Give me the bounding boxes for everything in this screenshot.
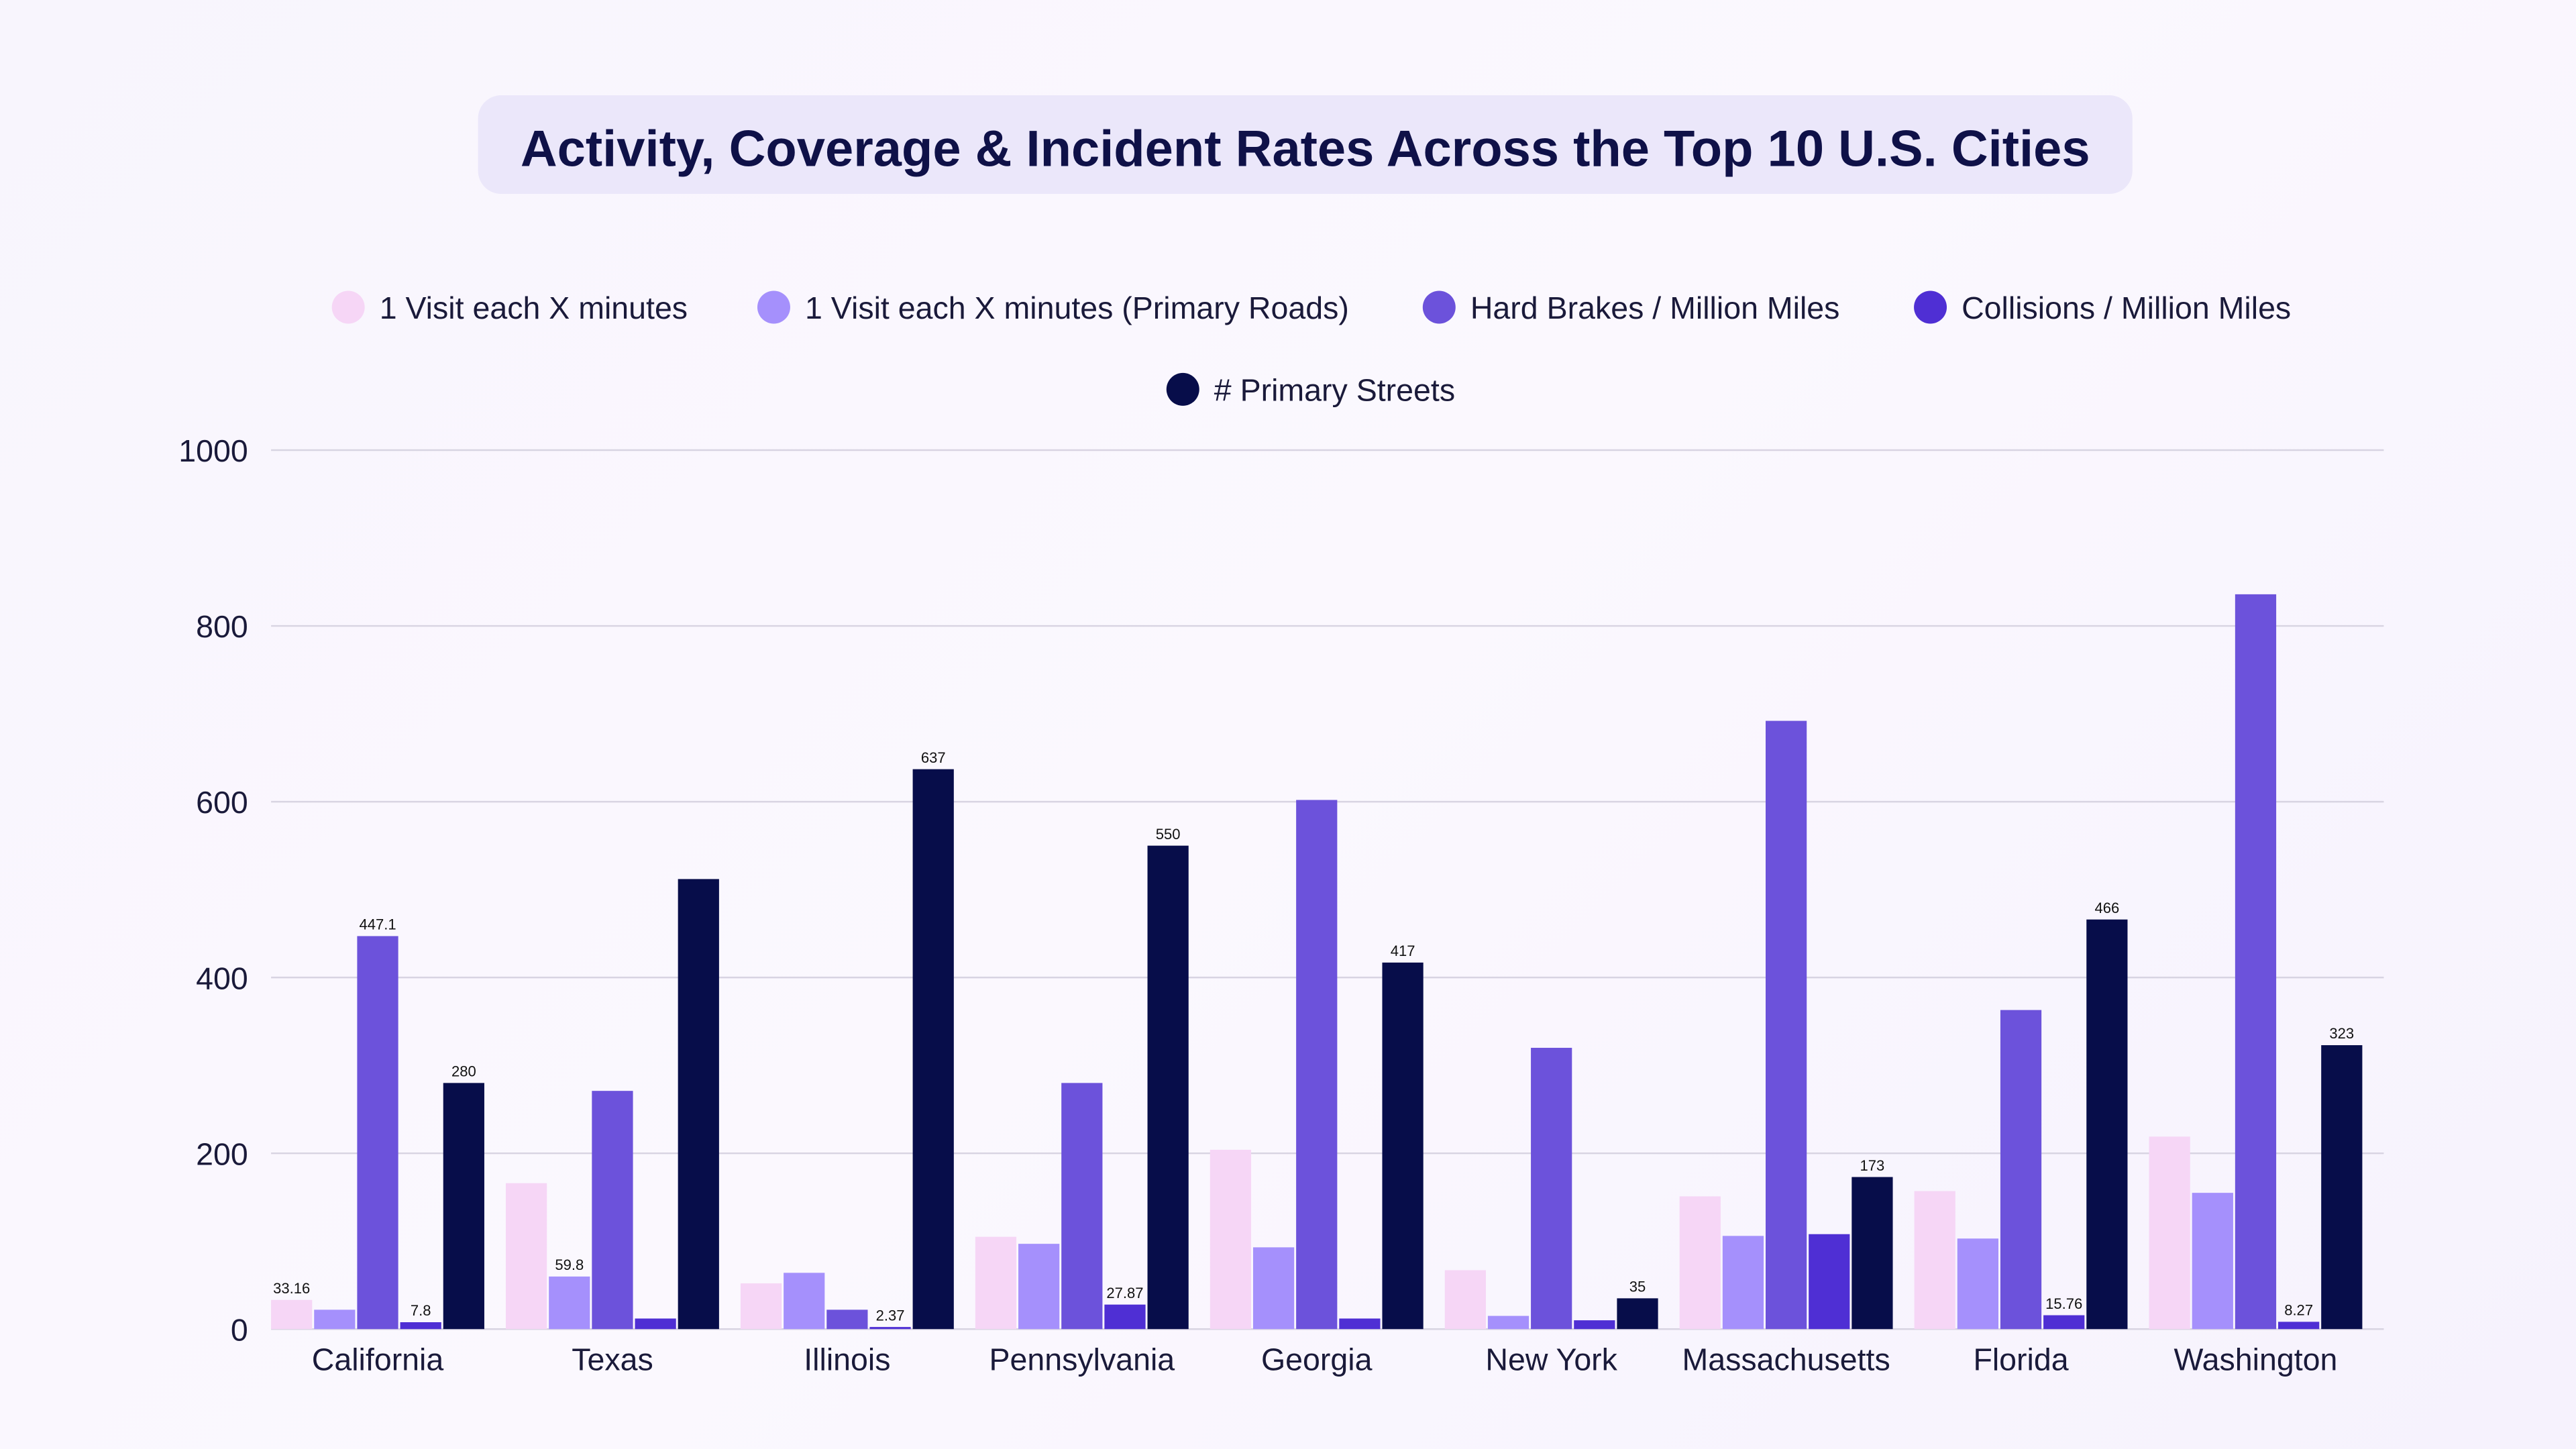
bar[interactable] xyxy=(506,1183,547,1330)
bar[interactable] xyxy=(1147,845,1189,1330)
bar[interactable] xyxy=(314,1309,356,1330)
legend-swatch xyxy=(1166,372,1199,406)
bar[interactable] xyxy=(740,1283,782,1330)
legend-label: 1 Visit each X minutes xyxy=(380,290,688,325)
title-box xyxy=(478,95,2133,194)
bar[interactable] xyxy=(2321,1045,2363,1330)
bar[interactable] xyxy=(1061,1083,1103,1330)
legend-item[interactable]: 1 Visit each X minutes (Primary Roads) xyxy=(757,290,1349,325)
bar[interactable] xyxy=(2086,919,2128,1330)
x-tick-label: Florida xyxy=(1973,1342,2068,1377)
data-label: 417 xyxy=(1391,943,1415,959)
y-tick-label: 1000 xyxy=(178,433,248,468)
bar[interactable] xyxy=(1679,1196,1721,1330)
bar[interactable] xyxy=(635,1318,676,1330)
x-tick-label: Massachusetts xyxy=(1682,1342,1890,1377)
x-tick-label: New York xyxy=(1485,1342,1617,1377)
data-label: 447.1 xyxy=(359,916,396,933)
x-tick-label: Illinois xyxy=(804,1342,890,1377)
bar[interactable] xyxy=(869,1327,911,1330)
bar[interactable] xyxy=(443,1083,484,1330)
bar[interactable] xyxy=(2235,594,2277,1330)
bar[interactable] xyxy=(1210,1149,1252,1330)
bar[interactable] xyxy=(2149,1136,2190,1330)
legend: 1 Visit each X minutes 1 Visit each X min… xyxy=(331,290,2291,408)
x-tick-label: Pennsylvania xyxy=(989,1342,1175,1377)
legend-item[interactable]: 1 Visit each X minutes xyxy=(331,290,688,325)
x-tick-label: Texas xyxy=(572,1342,653,1377)
bar[interactable] xyxy=(1487,1316,1529,1330)
bar[interactable] xyxy=(1617,1298,1658,1330)
bar[interactable] xyxy=(1574,1320,1615,1330)
legend-swatch xyxy=(1422,290,1456,324)
x-tick-label: Georgia xyxy=(1261,1342,1373,1377)
bar[interactable] xyxy=(1339,1318,1381,1330)
legend-label: Collisions / Million Miles xyxy=(1962,290,2291,325)
data-label: 466 xyxy=(2094,900,2119,916)
legend-swatch xyxy=(757,290,790,324)
data-label: 2.37 xyxy=(876,1307,905,1324)
legend-item[interactable]: Collisions / Million Miles xyxy=(1914,290,2291,325)
bar[interactable] xyxy=(1018,1244,1060,1330)
bar[interactable] xyxy=(1765,720,1807,1330)
data-label: 7.8 xyxy=(411,1302,431,1319)
data-label: 15.76 xyxy=(2045,1295,2082,1312)
data-label: 280 xyxy=(451,1063,476,1080)
bar[interactable] xyxy=(912,769,954,1330)
data-label: 35 xyxy=(1629,1279,1646,1295)
data-label: 33.16 xyxy=(273,1280,310,1297)
bar[interactable] xyxy=(1382,962,1424,1330)
bar[interactable] xyxy=(1957,1238,1998,1330)
x-axis: California Texas Illinois Pennsylvania Georg… xyxy=(312,1342,2338,1377)
bar[interactable] xyxy=(1104,1304,1146,1330)
bar[interactable] xyxy=(1809,1234,1850,1330)
data-label: 637 xyxy=(921,749,946,766)
bar[interactable] xyxy=(2043,1315,2085,1330)
data-labels: 33.16 447.1 7.8 280 59.8 2.37 637 27.87 550 417 35… xyxy=(273,749,2354,1324)
bar[interactable] xyxy=(784,1273,825,1330)
data-label: 550 xyxy=(1156,826,1181,843)
bar[interactable] xyxy=(678,879,719,1330)
bar[interactable] xyxy=(975,1236,1017,1330)
legend-label: Hard Brakes / Million Miles xyxy=(1470,290,1840,325)
bar[interactable] xyxy=(1296,800,1338,1330)
data-label: 59.8 xyxy=(555,1256,584,1273)
y-tick-label: 600 xyxy=(196,785,248,820)
legend-swatch xyxy=(331,290,365,324)
x-tick-label: Washington xyxy=(2174,1342,2338,1377)
y-axis: 0 200 400 600 800 1000 xyxy=(178,433,248,1347)
y-tick-label: 0 xyxy=(231,1312,248,1347)
data-label: 27.87 xyxy=(1106,1285,1143,1301)
legend-item[interactable]: # Primary Streets xyxy=(1166,372,1455,408)
data-label: 8.27 xyxy=(2284,1302,2313,1319)
bar[interactable] xyxy=(271,1299,313,1330)
data-label: 173 xyxy=(1860,1157,1885,1174)
legend-label: # Primary Streets xyxy=(1214,373,1455,408)
bar[interactable] xyxy=(400,1322,441,1330)
bar[interactable] xyxy=(1252,1247,1295,1330)
bar[interactable] xyxy=(1444,1270,1486,1330)
x-tick-label: California xyxy=(312,1342,444,1377)
legend-item[interactable]: Hard Brakes / Million Miles xyxy=(1422,290,1840,325)
bar[interactable] xyxy=(1531,1047,1572,1330)
legend-label: 1 Visit each X minutes (Primary Roads) xyxy=(805,290,1349,325)
y-tick-label: 400 xyxy=(196,961,248,996)
y-tick-label: 200 xyxy=(196,1136,248,1171)
bar[interactable] xyxy=(592,1091,633,1330)
chart-title: Activity, Coverage & Incident Rates Acro… xyxy=(521,120,2090,177)
bar[interactable] xyxy=(2278,1322,2320,1330)
bar[interactable] xyxy=(549,1276,590,1330)
legend-swatch xyxy=(1914,290,1947,324)
bar[interactable] xyxy=(357,936,398,1330)
bar[interactable] xyxy=(1722,1236,1764,1330)
y-tick-label: 800 xyxy=(196,609,248,644)
bars xyxy=(271,594,2363,1330)
bar[interactable] xyxy=(1914,1191,1955,1330)
data-label: 323 xyxy=(2329,1025,2354,1042)
bar[interactable] xyxy=(2000,1010,2042,1330)
bar[interactable] xyxy=(1851,1177,1893,1330)
bar[interactable] xyxy=(2192,1193,2233,1330)
bar[interactable] xyxy=(826,1309,868,1330)
